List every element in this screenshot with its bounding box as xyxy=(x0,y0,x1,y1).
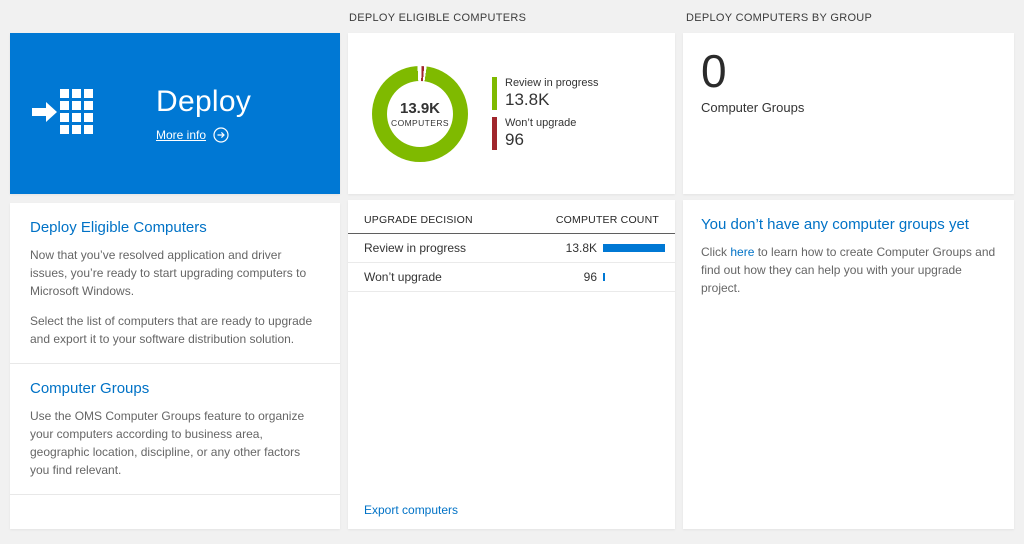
donut-center: 13.9K COMPUTERS xyxy=(387,80,453,147)
legend-color-bar xyxy=(492,77,497,110)
deploy-info-card: Deploy Eligible Computers Now that you’v… xyxy=(10,203,340,529)
tile-text: Deploy More info xyxy=(156,85,251,143)
column-header-computer-count: COMPUTER COUNT xyxy=(555,214,659,226)
section-divider xyxy=(10,363,340,364)
table-row[interactable]: Won’t upgrade 96 xyxy=(348,263,675,292)
export-computers-link[interactable]: Export computers xyxy=(364,503,459,517)
computers-donut-chart[interactable]: 13.9K COMPUTERS xyxy=(372,65,468,162)
empty-text-after: to learn how to create Computer Groups a… xyxy=(701,245,996,295)
computer-groups-heading: Computer Groups xyxy=(30,380,150,397)
deploy-paragraph-1: Now that you’ve resolved application and… xyxy=(30,248,307,298)
row-value: 96 xyxy=(583,270,597,284)
donut-total-label: COMPUTERS xyxy=(391,117,449,128)
computer-groups-count-card[interactable]: 0 Computer Groups xyxy=(683,33,1014,194)
legend-label: Won’t upgrade xyxy=(505,117,577,129)
deploy-icon xyxy=(32,88,96,140)
table-row[interactable]: Review in progress 13.8K xyxy=(348,234,675,263)
arrow-circle-icon xyxy=(213,126,229,143)
upgrade-decision-table-card: UPGRADE DECISION COMPUTER COUNT Review i… xyxy=(348,200,675,529)
table-header-row: UPGRADE DECISION COMPUTER COUNT xyxy=(348,204,675,234)
row-value: 13.8K xyxy=(565,241,597,255)
deploy-eligible-computers-heading: Deploy Eligible Computers xyxy=(30,219,207,236)
eligible-computers-chart-card: 13.9K COMPUTERS Review in progress 13.8K… xyxy=(348,33,675,194)
row-value-bar xyxy=(603,273,605,281)
deploy-tile[interactable]: Deploy More info xyxy=(10,33,340,194)
row-bar-track xyxy=(603,244,669,252)
empty-state-text: Click here to learn how to create Comput… xyxy=(701,243,996,297)
deploy-paragraph-2: Select the list of computers that are re… xyxy=(30,314,313,346)
chart-legend: Review in progress 13.8K Won’t upgrade 9… xyxy=(492,77,599,150)
legend-color-bar xyxy=(492,117,497,150)
computer-groups-paragraph: Use the OMS Computer Groups feature to o… xyxy=(30,409,305,477)
section-header-deploy-computers-by-group: DEPLOY COMPUTERS BY GROUP xyxy=(686,12,873,24)
legend-value: 96 xyxy=(505,130,524,150)
legend-value: 13.8K xyxy=(505,90,550,110)
section-divider xyxy=(10,494,340,495)
computer-groups-empty-card: You don’t have any computer groups yet C… xyxy=(683,200,1014,529)
here-link[interactable]: here xyxy=(730,245,755,259)
legend-item-wont-upgrade: Won’t upgrade 96 xyxy=(492,117,599,150)
more-info-label: More info xyxy=(156,127,207,142)
empty-text-before: Click xyxy=(701,245,731,259)
row-label: Won’t upgrade xyxy=(364,270,442,284)
computer-groups-count: 0 xyxy=(701,45,727,97)
row-value-bar xyxy=(603,244,665,252)
row-label: Review in progress xyxy=(364,241,467,255)
computer-groups-count-label: Computer Groups xyxy=(701,99,805,115)
empty-state-heading: You don’t have any computer groups yet xyxy=(701,216,969,233)
tile-title: Deploy xyxy=(156,84,252,118)
legend-item-review-in-progress: Review in progress 13.8K xyxy=(492,77,599,110)
more-info-link[interactable]: More info xyxy=(156,126,251,143)
row-bar-track xyxy=(603,273,669,281)
donut-total-value: 13.9K xyxy=(399,99,441,117)
column-header-upgrade-decision: UPGRADE DECISION xyxy=(364,214,473,226)
section-header-deploy-eligible-computers: DEPLOY ELIGIBLE COMPUTERS xyxy=(349,12,527,24)
legend-label: Review in progress xyxy=(505,77,599,90)
